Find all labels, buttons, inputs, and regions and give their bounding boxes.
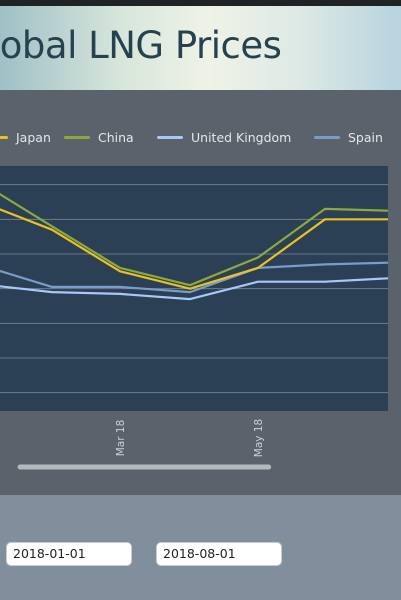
end-date-input[interactable]: 2018-08-01 <box>156 542 282 566</box>
legend-label-china: China <box>98 129 134 145</box>
series-line-united-kingdom <box>0 277 389 301</box>
x-tick-label: Mar 18 <box>115 420 127 457</box>
x-tick-label: May 18 <box>253 419 265 457</box>
series-line-japan <box>0 208 388 290</box>
legend-item-spain[interactable]: Spain <box>314 128 383 146</box>
legend-item-china[interactable]: China <box>64 128 134 146</box>
page-title: lobal LNG Prices <box>0 24 282 67</box>
series-line-china <box>0 192 389 287</box>
chart-legend: Japan China United Kingdom Spain <box>0 128 401 146</box>
header-banner: lobal LNG Prices <box>0 6 401 90</box>
price-line-chart: Mar 18 May 18 <box>0 166 389 470</box>
legend-item-japan[interactable]: Japan <box>0 128 51 146</box>
top-strip <box>0 0 401 6</box>
start-date-input[interactable]: 2018-01-01 <box>6 542 132 566</box>
legend-label-spain: Spain <box>348 129 383 145</box>
legend-item-united-kingdom[interactable]: United Kingdom <box>157 128 291 146</box>
legend-swatch-united-kingdom <box>157 135 183 139</box>
series-line-spain <box>0 261 389 294</box>
legend-label-japan: Japan <box>16 129 51 145</box>
legend-swatch-china <box>64 135 90 139</box>
legend-swatch-spain <box>314 135 340 139</box>
legend-swatch-japan <box>0 135 8 139</box>
legend-label-united-kingdom: United Kingdom <box>191 129 292 145</box>
